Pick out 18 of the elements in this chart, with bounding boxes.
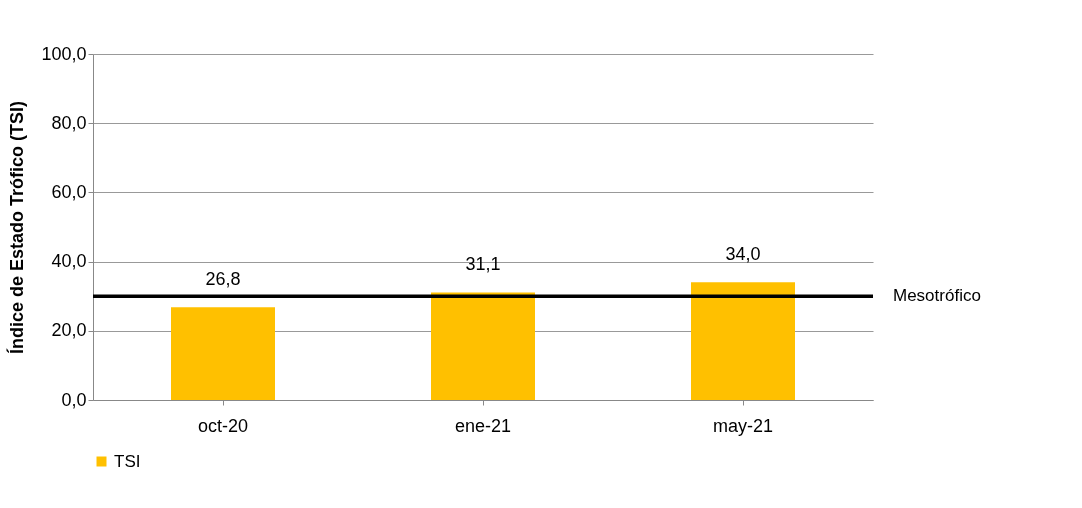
- y-tick-label: 40,0: [51, 251, 87, 272]
- data-label: 34,0: [725, 244, 761, 265]
- bar: [171, 307, 275, 400]
- x-tick-label: may-21: [712, 415, 774, 436]
- y-tick-label: 100,0: [41, 43, 87, 64]
- bar: [691, 282, 795, 400]
- x-tick-label: oct-20: [197, 415, 249, 436]
- y-axis-title: Índice de Estado Trófico (TSI): [6, 100, 28, 355]
- y-tick-label: 0,0: [61, 389, 87, 410]
- data-label: 31,1: [465, 254, 501, 275]
- y-tick-label: 60,0: [51, 181, 87, 202]
- ref-line-label: Mesotrófico: [893, 286, 981, 306]
- y-tick-label: 80,0: [51, 112, 87, 133]
- data-label: 26,8: [205, 269, 241, 290]
- x-tick-label: ene-21: [454, 415, 512, 436]
- y-tick-label: 20,0: [51, 320, 87, 341]
- legend-label: TSI: [114, 451, 141, 471]
- bar: [431, 292, 535, 400]
